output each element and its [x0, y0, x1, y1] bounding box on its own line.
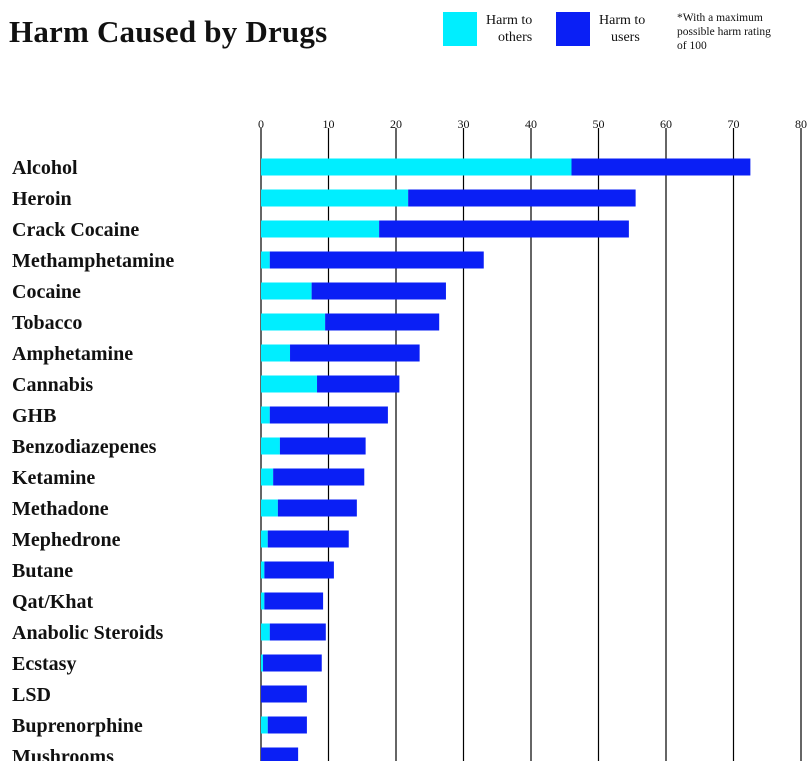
- bar-harm-to-users: [279, 437, 366, 455]
- legend-item-harm-to-users: Harm to users: [556, 12, 655, 46]
- bar-harm-to-others: [261, 189, 409, 207]
- bar-harm-to-users: [311, 282, 446, 300]
- bar-harm-to-users: [273, 468, 365, 486]
- x-tick-label: 40: [525, 117, 537, 131]
- category-label: Cocaine: [12, 281, 81, 303]
- category-label: GHB: [12, 405, 56, 427]
- bar-harm-to-users: [317, 375, 400, 393]
- category-label: Ecstasy: [12, 653, 76, 675]
- legend-item-harm-to-others: Harm to others: [443, 12, 542, 46]
- category-label: Buprenorphine: [12, 715, 143, 737]
- bar-harm-to-others: [261, 623, 270, 641]
- bar-harm-to-users: [269, 251, 484, 269]
- bar-harm-to-users: [261, 685, 307, 703]
- legend-label-harm-to-others: Harm to others: [486, 12, 542, 46]
- legend-label-line1: Harm to: [599, 13, 646, 28]
- bar-harm-to-others: [261, 437, 280, 455]
- category-label: Benzodiazepenes: [12, 436, 157, 458]
- footnote-line3: of 100: [677, 40, 707, 52]
- bar-harm-to-others: [261, 282, 312, 300]
- chart-title: Harm Caused by Drugs: [9, 14, 328, 49]
- category-label: Mushrooms: [12, 746, 114, 761]
- bar-harm-to-users: [290, 344, 420, 362]
- category-label: Methamphetamine: [12, 250, 174, 272]
- bar-harm-to-others: [261, 406, 270, 424]
- bar-harm-to-users: [325, 313, 440, 331]
- category-label: Qat/Khat: [12, 591, 93, 613]
- category-label: LSD: [12, 684, 51, 706]
- x-tick-label: 80: [795, 117, 807, 131]
- bar-harm-to-others: [261, 251, 270, 269]
- bar-harm-to-users: [267, 716, 307, 734]
- bar-harm-to-others: [261, 375, 318, 393]
- bar-harm-to-users: [267, 530, 349, 548]
- category-label: Alcohol: [12, 157, 78, 179]
- bar-harm-to-others: [261, 344, 291, 362]
- category-label: Heroin: [12, 188, 72, 210]
- bar-harm-to-users: [277, 499, 357, 517]
- bar-harm-to-others: [261, 654, 264, 672]
- bar-harm-to-others: [261, 313, 326, 331]
- x-tick-label: 20: [390, 117, 402, 131]
- category-label: Methadone: [12, 498, 109, 520]
- legend-swatch-harm-to-users: [556, 12, 590, 46]
- footnote-line1: *With a maximum: [677, 12, 763, 24]
- bar-harm-to-users: [408, 189, 636, 207]
- bar-harm-to-others: [261, 592, 265, 610]
- footnote: *With a maximum possible harm rating of …: [677, 11, 809, 53]
- bar-harm-to-others: [261, 220, 380, 238]
- bar-harm-to-others: [261, 468, 274, 486]
- x-tick-label: 30: [458, 117, 470, 131]
- bar-harm-to-users: [269, 623, 326, 641]
- bar-harm-to-others: [261, 716, 268, 734]
- category-label: Crack Cocaine: [12, 219, 139, 241]
- bar-harm-to-users: [571, 158, 751, 176]
- category-label: Amphetamine: [12, 343, 133, 365]
- bar-harm-to-others: [261, 561, 265, 579]
- category-label: Cannabis: [12, 374, 93, 396]
- bar-harm-to-others: [261, 499, 278, 517]
- bar-harm-to-users: [379, 220, 629, 238]
- bar-harm-to-users: [269, 406, 388, 424]
- bar-harm-to-users: [261, 747, 299, 761]
- bar-harm-to-users: [264, 592, 324, 610]
- legend-swatch-harm-to-others: [443, 12, 477, 46]
- bar-harm-to-others: [261, 530, 268, 548]
- category-label: Anabolic Steroids: [12, 622, 164, 644]
- category-label: Ketamine: [12, 467, 95, 489]
- x-tick-label: 10: [323, 117, 335, 131]
- footnote-line2: possible harm rating: [677, 26, 771, 38]
- category-label: Tobacco: [12, 312, 82, 334]
- legend-label-line2: others: [498, 30, 533, 45]
- legend-label-harm-to-users: Harm to users: [599, 12, 655, 46]
- x-tick-label: 50: [593, 117, 605, 131]
- x-tick-label: 70: [728, 117, 740, 131]
- category-label: Butane: [12, 560, 73, 582]
- legend-label-line2: users: [611, 30, 640, 45]
- x-tick-label: 0: [258, 117, 264, 131]
- x-tick-label: 60: [660, 117, 672, 131]
- bar-harm-to-others: [261, 158, 572, 176]
- bar-harm-to-users: [264, 561, 334, 579]
- legend-label-line1: Harm to: [486, 13, 533, 28]
- category-label: Mephedrone: [12, 529, 121, 551]
- bar-harm-to-users: [263, 654, 322, 672]
